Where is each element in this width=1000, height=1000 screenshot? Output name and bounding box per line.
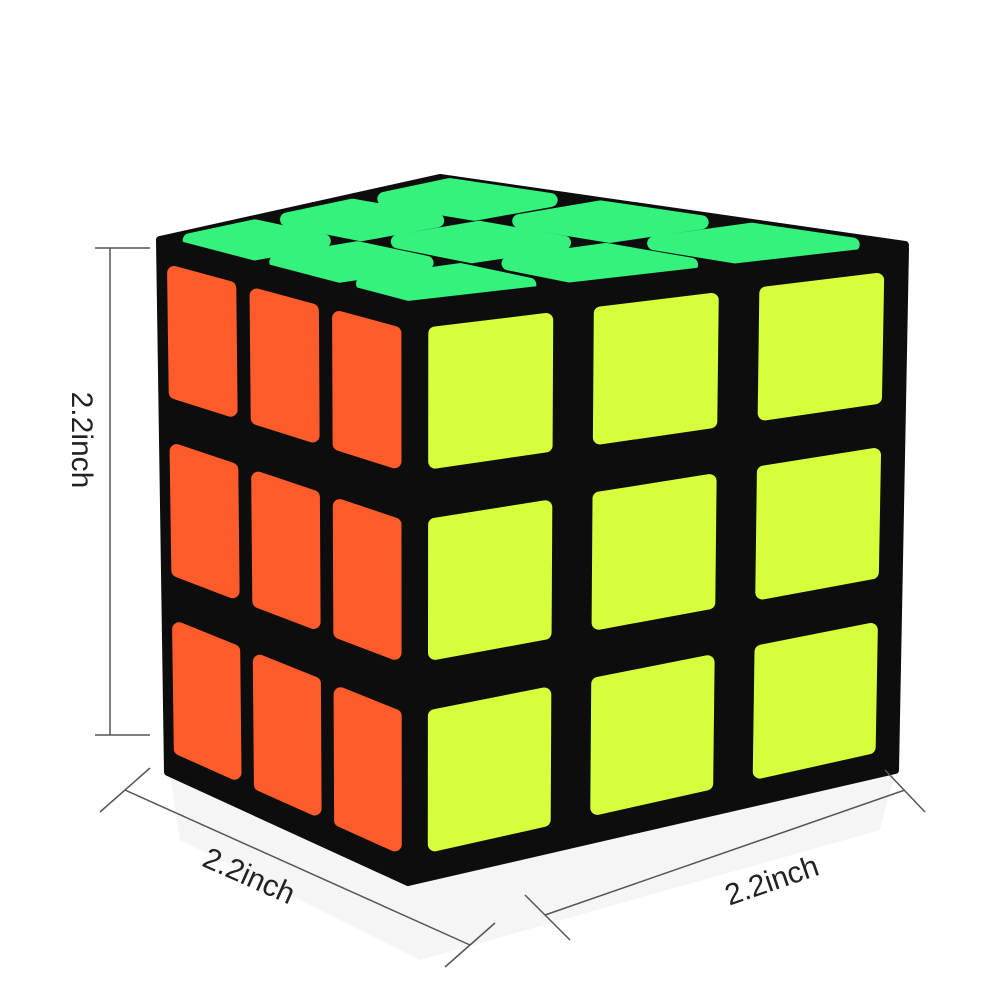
right-face-sticker: [592, 293, 719, 445]
top-face-sticker: [356, 263, 537, 306]
left-face-sticker: [172, 622, 242, 780]
left-face-sticker: [249, 288, 320, 443]
right-face-sticker: [591, 474, 717, 630]
width-dimension: [524, 769, 926, 941]
left-face-sticker: [252, 654, 322, 816]
top-face-sticker: [501, 242, 699, 286]
right-face-sticker: [428, 500, 553, 660]
depth-dimension: [99, 767, 496, 968]
right-face-sticker: [590, 655, 715, 815]
right-face-sticker: [428, 313, 554, 469]
cube: [156, 174, 909, 886]
height-dimension: [95, 247, 150, 736]
left-face-sticker: [332, 499, 402, 660]
top-face-sticker: [390, 220, 572, 264]
top-face-sticker: [647, 222, 860, 265]
right-face-sticker: [755, 448, 881, 600]
top-face-sticker: [182, 219, 331, 262]
top-face-sticker: [512, 200, 709, 243]
height-label: 2.2inch: [65, 392, 98, 489]
right-face-sticker: [752, 623, 878, 779]
left-face-sticker: [332, 311, 402, 469]
left-face-sticker: [167, 266, 238, 417]
right-face-sticker: [427, 687, 552, 852]
cube-reflection: [170, 772, 895, 960]
top-face-sticker: [377, 178, 558, 221]
right-face-sticker: [757, 273, 885, 421]
top-face-sticker: [280, 198, 445, 242]
top-face-sticker: [269, 241, 434, 284]
left-face-sticker: [333, 687, 402, 852]
left-face-sticker: [251, 471, 321, 629]
left-face-sticker: [169, 444, 240, 599]
